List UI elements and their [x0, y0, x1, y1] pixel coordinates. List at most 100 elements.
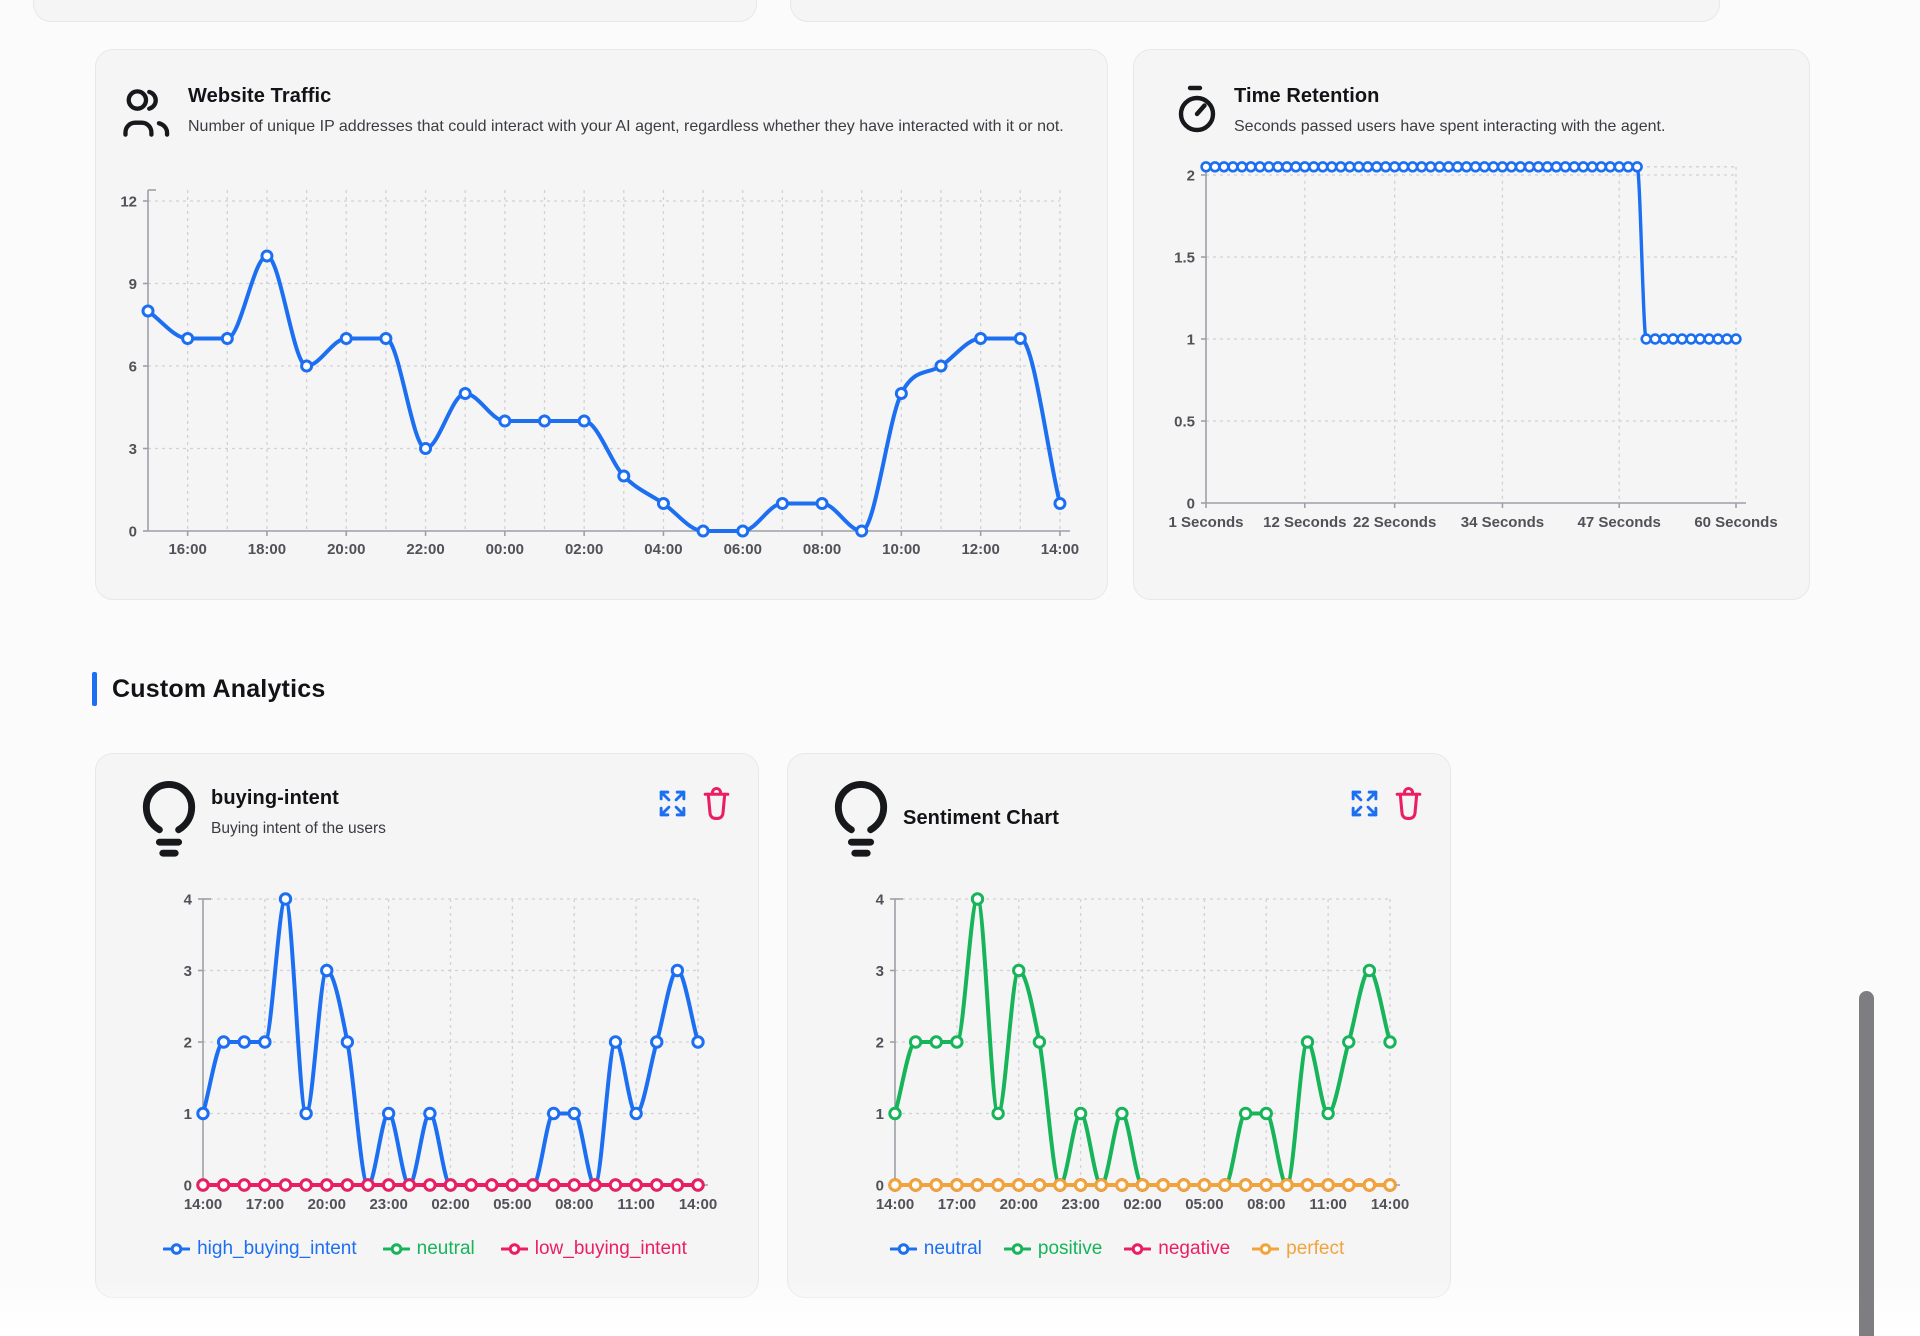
data-point — [691, 1178, 705, 1192]
data-point — [1730, 333, 1742, 345]
data-point — [1073, 1178, 1088, 1192]
x-tick-label: 10:00 — [882, 541, 920, 558]
data-point — [1115, 1178, 1129, 1192]
data-point — [1559, 161, 1572, 173]
data-point — [1012, 1178, 1026, 1192]
data-point — [1197, 1178, 1212, 1192]
data-point — [258, 1035, 272, 1049]
expand-icon — [659, 790, 686, 817]
data-point — [1094, 1178, 1108, 1192]
partial-card-top-right — [790, 0, 1720, 22]
data-point — [1721, 333, 1733, 345]
data-point — [656, 497, 670, 510]
data-point — [1032, 1035, 1047, 1049]
data-point — [379, 332, 393, 345]
data-point — [458, 387, 472, 400]
data-point — [1496, 161, 1509, 173]
data-point — [934, 359, 948, 373]
legend-item-low_buying_intent[interactable]: low_buying_intent — [500, 1238, 687, 1260]
data-point — [258, 1178, 272, 1192]
data-point — [1595, 161, 1607, 173]
data-point — [1177, 1178, 1191, 1192]
data-point — [1451, 161, 1464, 173]
data-point — [1156, 1178, 1170, 1192]
legend-item-neutral[interactable]: neutral — [382, 1238, 475, 1260]
data-point — [1200, 161, 1212, 173]
data-point — [670, 1178, 685, 1192]
delete-button[interactable] — [1392, 785, 1425, 825]
buying-intent-chart: 0 1 2 3 4 14:00 17:00 20:00 23:00 02:00 05:00 08:00… — [184, 892, 718, 1214]
data-point — [485, 1178, 499, 1192]
data-point — [320, 963, 334, 978]
data-point — [216, 1035, 231, 1049]
x-tick-label: 08:00 — [803, 541, 841, 558]
y-tick-label: 2 — [876, 1035, 884, 1052]
data-point — [567, 1106, 581, 1121]
data-point — [1712, 333, 1724, 345]
x-tick-label: 22 Seconds — [1353, 514, 1436, 531]
data-point — [1514, 161, 1527, 173]
expand-button[interactable] — [1349, 788, 1380, 822]
data-point — [1406, 161, 1419, 173]
data-point — [1259, 1178, 1273, 1192]
data-point — [888, 1178, 902, 1192]
x-tick-label: 16:00 — [168, 541, 206, 558]
delete-button[interactable] — [700, 785, 733, 825]
data-point — [299, 1178, 313, 1192]
legend-marker-icon — [500, 1243, 528, 1255]
data-point — [970, 1178, 985, 1192]
legend-label: perfect — [1286, 1238, 1345, 1259]
series-line-retention — [1204, 165, 1738, 341]
data-point — [498, 414, 512, 428]
section-title: Custom Analytics — [112, 674, 326, 703]
x-tick-label: 05:00 — [1185, 1196, 1223, 1213]
data-point — [629, 1178, 643, 1192]
section-accent-bar — [92, 672, 97, 706]
data-point — [278, 892, 293, 906]
x-tick-label: 20:00 — [327, 541, 365, 558]
data-point — [320, 1178, 334, 1192]
legend-item-negative[interactable]: negative — [1124, 1238, 1230, 1260]
legend-item-high_buying_intent[interactable]: high_buying_intent — [163, 1238, 357, 1260]
buying-intent-legend: high_buying_intent neutral low_buying_inte… — [110, 1238, 740, 1260]
data-point — [1586, 161, 1598, 173]
data-point — [141, 304, 155, 318]
data-point — [950, 1035, 964, 1049]
x-tick-label: 47 Seconds — [1578, 514, 1661, 531]
data-point — [1487, 161, 1500, 173]
y-tick-label: 9 — [129, 276, 137, 293]
data-point — [546, 1178, 561, 1192]
data-point — [1238, 1178, 1253, 1192]
x-tick-label: 1 Seconds — [1168, 514, 1243, 531]
data-point — [1460, 161, 1473, 173]
data-point — [1523, 161, 1536, 173]
data-point — [650, 1178, 664, 1192]
custom-analytics-section-header: Custom Analytics — [92, 672, 325, 706]
data-point — [181, 332, 195, 345]
data-point — [894, 387, 908, 400]
y-tick-label: 12 — [120, 194, 137, 211]
data-point — [299, 1106, 313, 1121]
x-tick-label: 17:00 — [938, 1196, 976, 1213]
legend-marker-icon — [1003, 1243, 1031, 1255]
data-point — [1300, 1035, 1315, 1049]
data-point — [381, 1106, 396, 1121]
legend-item-neutral[interactable]: neutral — [889, 1238, 982, 1260]
sentiment-card: Sentiment Chart — [787, 753, 1451, 1298]
data-point — [1362, 963, 1377, 978]
data-point — [546, 1106, 561, 1121]
time-retention-card: Time Retention Seconds passed users have… — [1133, 49, 1810, 600]
expand-button[interactable] — [657, 788, 688, 822]
legend-marker-icon — [1252, 1243, 1280, 1255]
data-point — [339, 332, 353, 345]
y-tick-label: 3 — [876, 963, 884, 980]
website-traffic-card: Website Traffic Number of unique IP addr… — [95, 49, 1108, 600]
scrollbar-thumb[interactable] — [1859, 991, 1874, 1336]
legend-item-positive[interactable]: positive — [1003, 1238, 1102, 1260]
legend-item-perfect[interactable]: perfect — [1252, 1238, 1344, 1260]
x-tick-label: 05:00 — [493, 1196, 531, 1213]
data-point — [1317, 161, 1329, 173]
data-point — [1272, 161, 1284, 173]
x-tick-label: 60 Seconds — [1694, 514, 1777, 531]
